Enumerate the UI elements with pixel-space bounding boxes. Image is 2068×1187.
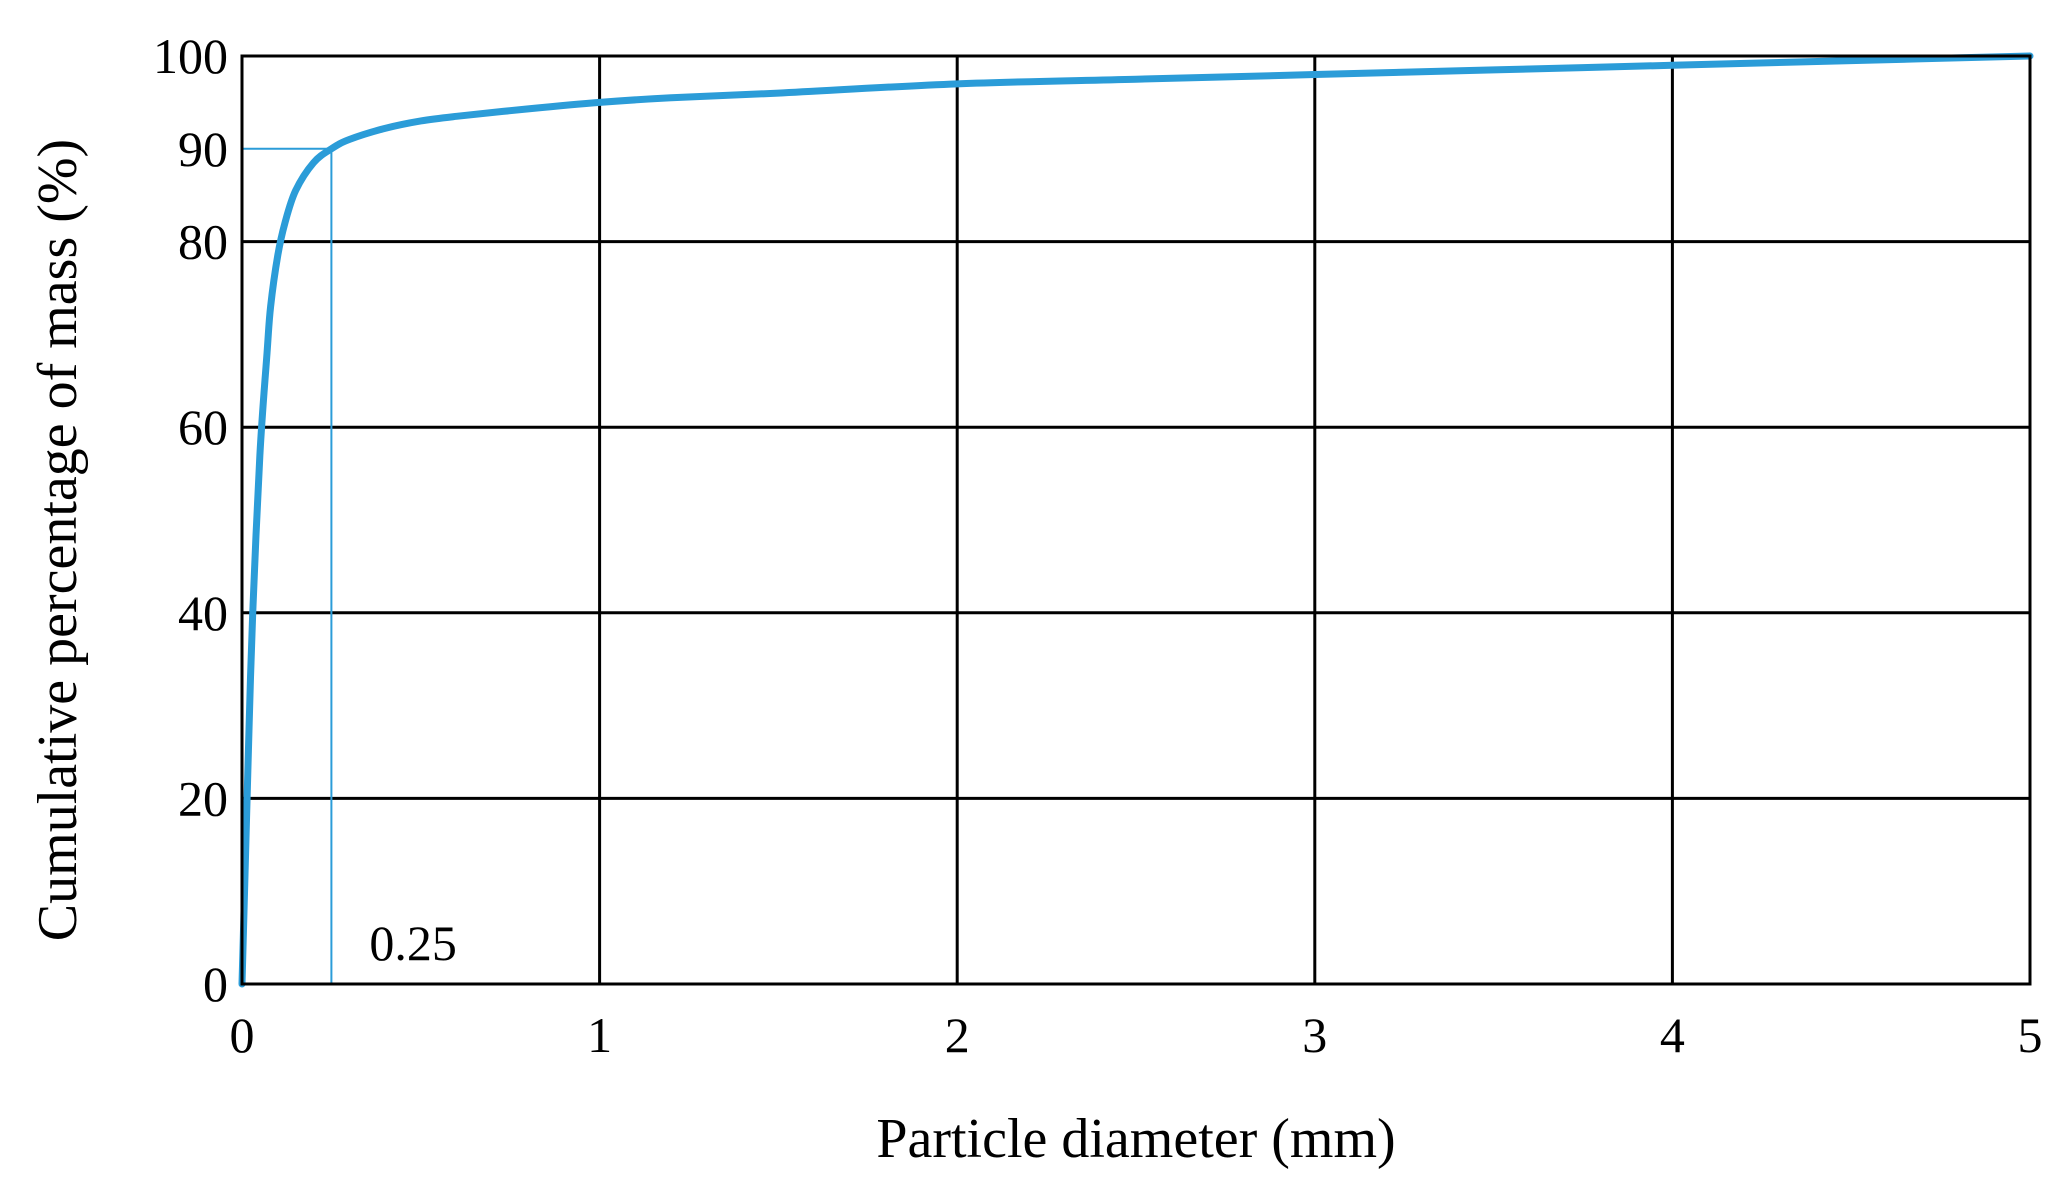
x-tick-label: 3	[1302, 1007, 1327, 1063]
x-tick-label: 2	[945, 1007, 970, 1063]
annotation-x-value: 0.25	[369, 915, 457, 971]
x-tick-label: 5	[2018, 1007, 2043, 1063]
y-tick-label: 0	[203, 956, 228, 1012]
series-layer	[238, 52, 2034, 988]
series-line-0	[238, 52, 2034, 988]
x-axis-title: Particle diameter (mm)	[876, 1108, 1395, 1170]
y-axis-title: Cumulative percentage of mass (%)	[27, 139, 89, 941]
x-tick-label: 0	[230, 1007, 255, 1063]
y-tick-labels: 0 20 40 60 80 100 90	[153, 28, 228, 1012]
y-tick-label: 40	[178, 585, 228, 641]
y-tick-label: 20	[178, 770, 228, 826]
annotation-y-value: 90	[178, 121, 228, 177]
y-tick-label: 60	[178, 399, 228, 455]
x-tick-labels: 0 1 2 3 4 5	[230, 1007, 2043, 1063]
y-tick-label: 80	[178, 214, 228, 270]
x-tick-label: 1	[587, 1007, 612, 1063]
plot-frame	[240, 54, 2032, 986]
grid	[240, 54, 2032, 986]
reference-lines	[242, 147, 333, 984]
x-tick-label: 4	[1660, 1007, 1685, 1063]
y-tick-label: 100	[153, 28, 228, 84]
